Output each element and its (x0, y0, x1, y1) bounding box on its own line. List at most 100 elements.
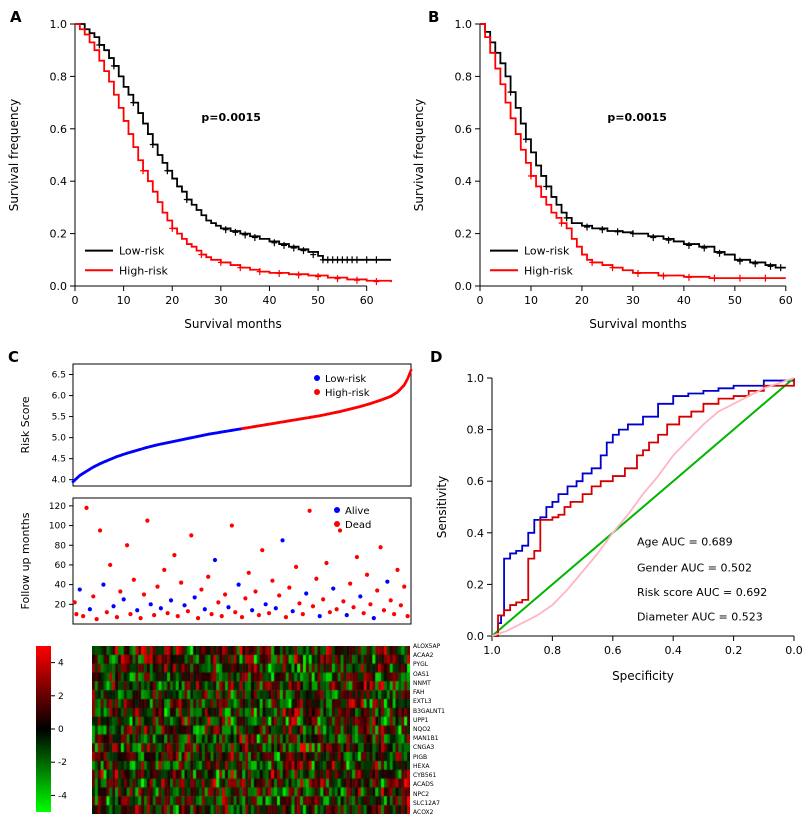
svg-text:4: 4 (58, 659, 64, 669)
gene-label: PYGL (413, 661, 429, 669)
svg-text:0.8: 0.8 (50, 70, 68, 83)
gene-label: UPP1 (413, 716, 429, 724)
svg-text:0.4: 0.4 (664, 644, 682, 657)
svg-text:1.0: 1.0 (455, 18, 473, 31)
svg-text:0.2: 0.2 (725, 644, 743, 657)
svg-text:Sensitivity: Sensitivity (435, 476, 449, 538)
gene-label: NQO2 (413, 725, 431, 733)
svg-text:10: 10 (524, 294, 538, 307)
svg-text:High-risk: High-risk (119, 264, 169, 277)
svg-text:0.0: 0.0 (785, 644, 803, 657)
svg-text:1.0: 1.0 (50, 18, 68, 31)
svg-text:p=0.0015: p=0.0015 (607, 111, 667, 124)
svg-text:20: 20 (55, 600, 67, 610)
svg-text:0.8: 0.8 (467, 424, 485, 437)
svg-text:Gender AUC = 0.502: Gender AUC = 0.502 (637, 562, 752, 575)
gene-label: ACADS (413, 781, 434, 789)
gene-label: OAS1 (413, 670, 430, 678)
svg-text:Follow up months: Follow up months (19, 512, 32, 609)
svg-text:50: 50 (728, 294, 742, 307)
roc-curve-plot: 1.0 0.8 0.6 0.4 0.2 0.0 0.0 0.2 0.4 0.6 0.8 1.0 Spec… (435, 372, 803, 683)
svg-text:0.6: 0.6 (467, 475, 485, 488)
gene-label: CYB561 (413, 772, 437, 780)
svg-text:Survival frequency: Survival frequency (7, 99, 21, 211)
svg-text:1.0: 1.0 (483, 644, 501, 657)
follow-up-plot: 20 40 60 80 100 120 Follow up months Alive Dead (19, 497, 412, 625)
gene-label: NPC2 (413, 790, 430, 798)
svg-text:Risk Score: Risk Score (19, 396, 32, 453)
heatmap-colorbar: 4 2 0 -2 -4 (36, 646, 67, 812)
svg-text:High-risk: High-risk (524, 264, 574, 277)
svg-text:4.0: 4.0 (52, 476, 67, 486)
svg-text:2: 2 (58, 692, 64, 702)
svg-text:Survival months: Survival months (184, 317, 281, 331)
svg-text:Low-risk: Low-risk (524, 245, 570, 258)
svg-text:0: 0 (477, 294, 484, 307)
svg-text:5.0: 5.0 (52, 434, 67, 444)
svg-text:-2: -2 (58, 758, 67, 768)
svg-text:40: 40 (262, 294, 276, 307)
svg-text:0.2: 0.2 (467, 578, 485, 591)
gene-label: NNMT (413, 679, 431, 687)
gene-label: B3GALNT1 (413, 707, 446, 715)
km-survival-plot-b: 0 10 20 30 40 50 60 0.0 0.2 0.4 0.6 0.8 1.0 Survival … (412, 18, 793, 331)
svg-text:Survival frequency: Survival frequency (412, 99, 426, 211)
gene-label: CNGA3 (413, 744, 435, 752)
expression-heatmap (92, 646, 410, 814)
svg-text:4.5: 4.5 (52, 455, 66, 465)
svg-text:Dead: Dead (345, 520, 371, 531)
svg-text:0.4: 0.4 (50, 175, 68, 188)
svg-text:100: 100 (49, 522, 66, 532)
gene-label: ACAA2 (413, 652, 434, 660)
svg-text:0.8: 0.8 (455, 70, 473, 83)
svg-text:0: 0 (72, 294, 79, 307)
svg-text:0.0: 0.0 (455, 280, 473, 293)
svg-text:0: 0 (58, 725, 64, 735)
svg-text:6.0: 6.0 (52, 392, 67, 402)
svg-text:60: 60 (55, 561, 67, 571)
svg-text:0.8: 0.8 (544, 644, 562, 657)
svg-text:40: 40 (677, 294, 691, 307)
panel-label-b: B (428, 8, 440, 26)
svg-text:10: 10 (117, 294, 131, 307)
svg-text:1.0: 1.0 (467, 372, 485, 385)
svg-text:80: 80 (55, 541, 67, 551)
gene-label: EXTL3 (413, 698, 432, 706)
svg-text:Diameter AUC = 0.523: Diameter AUC = 0.523 (637, 611, 763, 624)
svg-text:0.6: 0.6 (50, 123, 68, 136)
svg-text:Specificity: Specificity (612, 669, 674, 683)
svg-text:Age AUC = 0.689: Age AUC = 0.689 (637, 536, 733, 549)
gene-label: HEXA (413, 762, 430, 770)
svg-text:Low-risk: Low-risk (119, 245, 165, 258)
panel-label-a: A (10, 8, 22, 26)
svg-text:30: 30 (626, 294, 640, 307)
risk-score-plot: 4.0 4.5 5.0 5.5 6.0 6.5 Risk Score Low-risk High… (19, 363, 413, 487)
svg-text:0.4: 0.4 (467, 527, 485, 540)
svg-text:0.6: 0.6 (604, 644, 622, 657)
svg-text:30: 30 (214, 294, 228, 307)
svg-text:0.6: 0.6 (455, 123, 473, 136)
svg-text:0.2: 0.2 (50, 228, 68, 241)
svg-text:0.4: 0.4 (455, 175, 473, 188)
panel-label-c: C (8, 348, 20, 366)
svg-text:Low-risk: Low-risk (325, 374, 366, 385)
svg-text:High-risk: High-risk (325, 388, 370, 399)
svg-text:60: 60 (779, 294, 793, 307)
svg-text:Survival months: Survival months (589, 317, 686, 331)
svg-text:60: 60 (360, 294, 374, 307)
svg-text:20: 20 (165, 294, 179, 307)
svg-text:50: 50 (311, 294, 325, 307)
gene-label: MAN1B1 (413, 735, 439, 743)
gene-label: PIGB (413, 753, 428, 761)
svg-text:0.0: 0.0 (50, 280, 68, 293)
gene-label: FAH (413, 689, 425, 697)
gene-label: ACOX2 (413, 808, 434, 816)
svg-text:20: 20 (575, 294, 589, 307)
svg-text:Risk score AUC = 0.692: Risk score AUC = 0.692 (637, 586, 767, 599)
km-survival-plot-a: 0 10 20 30 40 50 60 0.0 0.2 0.4 0.6 0.8 1.0 Survival … (7, 18, 392, 331)
svg-text:Alive: Alive (345, 506, 369, 517)
svg-text:6.5: 6.5 (52, 371, 66, 381)
heatmap-gene-labels: ALOX5AP ACAA2 PYGL OAS1 NNMT FAH EXTL3 B3GALNT1… (413, 644, 458, 816)
svg-text:40: 40 (55, 581, 67, 591)
